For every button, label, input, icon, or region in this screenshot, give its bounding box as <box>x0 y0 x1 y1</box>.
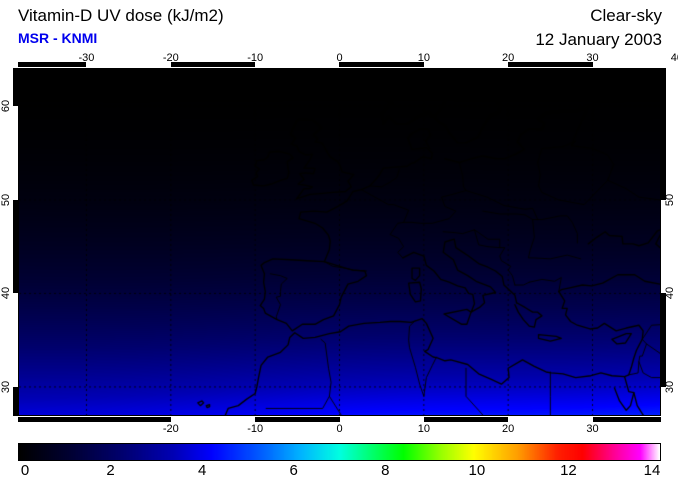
page-title: Vitamin-D UV dose (kJ/m2) <box>18 6 224 25</box>
axis-tick-label-top: -30 <box>78 52 95 64</box>
axis-tick-label-left: 60 <box>0 100 12 113</box>
colorbar <box>18 443 661 461</box>
axis-tick-label-right: 30 <box>664 380 676 394</box>
axis-tick-label-right: 50 <box>664 193 676 207</box>
axis-tick-label-top: -20 <box>162 52 179 64</box>
axis-tick-segment <box>339 417 424 422</box>
axis-tickbar-bottom <box>18 417 661 422</box>
axis-tick-segment <box>661 386 666 416</box>
colorbar-tick-label: 10 <box>468 462 486 479</box>
axis-tick-label-bottom: 0 <box>336 423 343 435</box>
uv-dose-heatmap <box>19 69 660 415</box>
axis-tickbar-right <box>661 68 666 416</box>
axis-tick-segment <box>661 199 666 294</box>
axis-tick-label-bottom: 30 <box>586 423 599 435</box>
axis-tick-label-top: 0 <box>336 52 343 64</box>
axis-tick-label-left: 50 <box>0 193 12 207</box>
sky-condition-label: Clear-sky <box>590 6 662 25</box>
date-label: 12 January 2003 <box>535 30 662 49</box>
colorbar-tick-label: 14 <box>643 462 661 479</box>
axis-tick-label-left: 40 <box>0 287 12 300</box>
colorbar-tick-label: 6 <box>289 462 298 479</box>
colorbar-gradient <box>19 444 660 460</box>
axis-tick-label-bottom: 10 <box>417 423 430 435</box>
axis-tickbar-left <box>13 68 18 416</box>
axis-tick-label-right: 40 <box>664 287 676 300</box>
map-plot-area <box>18 68 661 416</box>
axis-tickbar-top <box>18 62 677 67</box>
axis-tick-segment <box>508 417 593 422</box>
colorbar-tick-label: 2 <box>106 462 115 479</box>
axis-tick-segment <box>13 293 18 387</box>
colorbar-tick-label: 0 <box>20 462 30 479</box>
axis-tick-label-top: 20 <box>502 52 515 64</box>
axis-tick-label-left: 30 <box>0 380 12 394</box>
colorbar-tick-label: 8 <box>381 462 390 479</box>
axis-tick-segment <box>86 62 171 67</box>
axis-tick-segment <box>592 62 677 67</box>
axis-tick-label-bottom: -10 <box>247 423 264 435</box>
axis-tick-label-top: 30 <box>586 52 599 64</box>
colorbar-tick-label: 12 <box>560 462 577 479</box>
axis-tick-segment <box>255 62 340 67</box>
data-source-label: MSR - KNMI <box>18 30 98 46</box>
axis-tick-segment <box>13 106 18 200</box>
axis-tick-label-top: 40 <box>670 52 678 64</box>
axis-tick-segment <box>423 62 509 67</box>
axis-tick-label-bottom: 20 <box>502 423 515 435</box>
axis-tick-label-top: 10 <box>417 52 430 64</box>
colorbar-tick-label: 4 <box>197 462 207 479</box>
axis-tick-label-bottom: -20 <box>162 423 179 435</box>
axis-tick-segment <box>170 417 256 422</box>
axis-tick-label-top: -10 <box>247 52 264 64</box>
